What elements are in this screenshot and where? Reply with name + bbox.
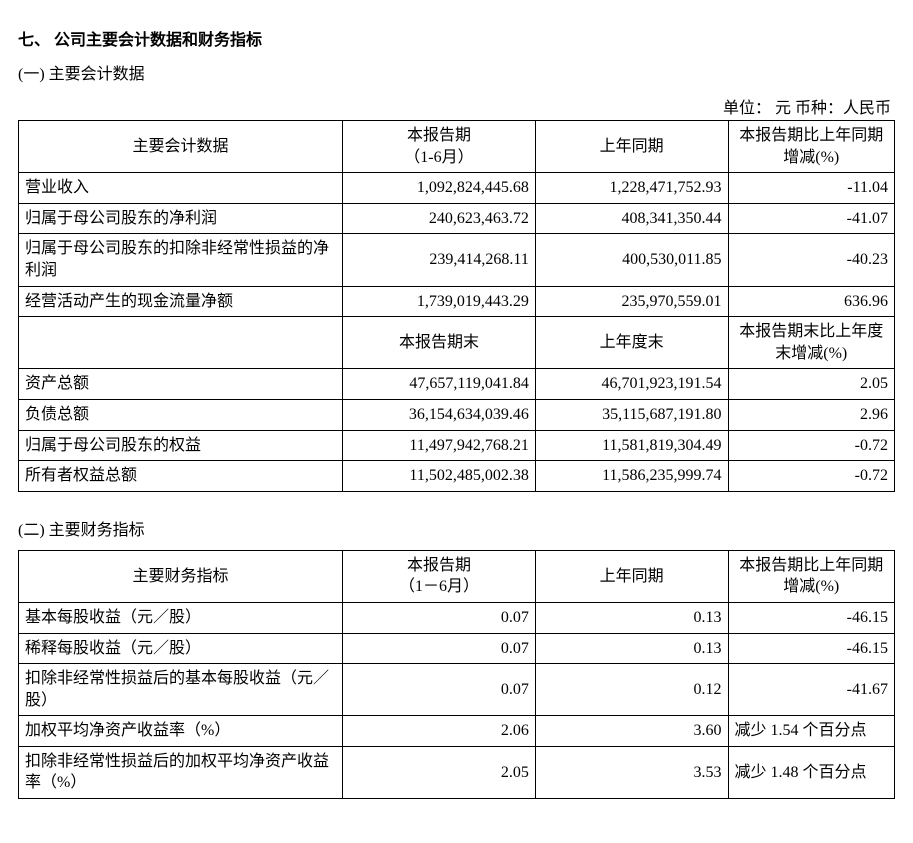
value-change: -0.72 (728, 430, 894, 461)
table-row: 营业收入1,092,824,445.681,228,471,752.93-11.… (19, 173, 895, 204)
value-current: 0.07 (343, 664, 536, 716)
row-label: 基本每股收益（元／股） (19, 602, 343, 633)
value-prior: 11,581,819,304.49 (535, 430, 728, 461)
value-change: -40.23 (728, 234, 894, 286)
unit-currency-line: 单位： 元 币种：人民币 (18, 94, 891, 118)
row-label: 扣除非经常性损益后的加权平均净资产收益率（%） (19, 746, 343, 798)
table-row: 归属于母公司股东的扣除非经常性损益的净利润239,414,268.11400,5… (19, 234, 895, 286)
value-current: 1,092,824,445.68 (343, 173, 536, 204)
column-header: 上年度末 (535, 317, 728, 369)
accounting-data-table: 主要会计数据本报告期（1-6月）上年同期本报告期比上年同期增减(%)营业收入1,… (18, 120, 895, 492)
column-header: 本报告期末 (343, 317, 536, 369)
table-row: 扣除非经常性损益后的加权平均净资产收益率（%）2.053.53减少 1.48 个… (19, 746, 895, 798)
row-label: 归属于母公司股东的净利润 (19, 203, 343, 234)
subsection-2-heading: (二) 主要财务指标 (18, 516, 895, 540)
row-label: 负债总额 (19, 399, 343, 430)
table-row: 稀释每股收益（元／股）0.070.13-46.15 (19, 633, 895, 664)
table-row: 负债总额36,154,634,039.4635,115,687,191.802.… (19, 399, 895, 430)
value-current: 1,739,019,443.29 (343, 286, 536, 317)
value-change: -41.67 (728, 664, 894, 716)
value-prior: 0.13 (535, 633, 728, 664)
column-header: 主要会计数据 (19, 121, 343, 173)
column-header: 本报告期比上年同期增减(%) (728, 121, 894, 173)
value-current: 2.05 (343, 746, 536, 798)
subsection-1-heading: (一) 主要会计数据 (18, 60, 895, 84)
value-current: 239,414,268.11 (343, 234, 536, 286)
column-header: 上年同期 (535, 121, 728, 173)
value-prior: 0.12 (535, 664, 728, 716)
value-prior: 3.60 (535, 716, 728, 747)
value-change: 636.96 (728, 286, 894, 317)
value-change: -41.07 (728, 203, 894, 234)
value-change: 2.05 (728, 369, 894, 400)
value-change: -11.04 (728, 173, 894, 204)
value-current: 0.07 (343, 633, 536, 664)
table-row: 扣除非经常性损益后的基本每股收益（元／股）0.070.12-41.67 (19, 664, 895, 716)
row-label: 稀释每股收益（元／股） (19, 633, 343, 664)
value-change: -0.72 (728, 461, 894, 492)
value-prior: 235,970,559.01 (535, 286, 728, 317)
column-header: 上年同期 (535, 550, 728, 602)
table-row: 归属于母公司股东的权益11,497,942,768.2111,581,819,3… (19, 430, 895, 461)
value-prior: 3.53 (535, 746, 728, 798)
value-current: 0.07 (343, 602, 536, 633)
section-heading: 七、 公司主要会计数据和财务指标 (18, 26, 895, 50)
value-change: -46.15 (728, 633, 894, 664)
table-row: 基本每股收益（元／股）0.070.13-46.15 (19, 602, 895, 633)
value-current: 2.06 (343, 716, 536, 747)
value-current: 11,502,485,002.38 (343, 461, 536, 492)
value-prior: 11,586,235,999.74 (535, 461, 728, 492)
column-header: 本报告期比上年同期增减(%) (728, 550, 894, 602)
column-header: 本报告期末比上年度末增减(%) (728, 317, 894, 369)
value-prior: 35,115,687,191.80 (535, 399, 728, 430)
table-row: 归属于母公司股东的净利润240,623,463.72408,341,350.44… (19, 203, 895, 234)
row-label: 所有者权益总额 (19, 461, 343, 492)
value-current: 240,623,463.72 (343, 203, 536, 234)
row-label: 资产总额 (19, 369, 343, 400)
row-label: 归属于母公司股东的权益 (19, 430, 343, 461)
row-label: 归属于母公司股东的扣除非经常性损益的净利润 (19, 234, 343, 286)
value-prior: 0.13 (535, 602, 728, 633)
table-row: 加权平均净资产收益率（%）2.063.60减少 1.54 个百分点 (19, 716, 895, 747)
value-change: 减少 1.48 个百分点 (728, 746, 894, 798)
column-header: 本报告期（1－6月） (343, 550, 536, 602)
column-header: 本报告期（1-6月） (343, 121, 536, 173)
table-row: 资产总额47,657,119,041.8446,701,923,191.542.… (19, 369, 895, 400)
row-label: 加权平均净资产收益率（%） (19, 716, 343, 747)
table-header-row: 本报告期末上年度末本报告期末比上年度末增减(%) (19, 317, 895, 369)
row-label: 经营活动产生的现金流量净额 (19, 286, 343, 317)
value-current: 36,154,634,039.46 (343, 399, 536, 430)
value-current: 47,657,119,041.84 (343, 369, 536, 400)
row-label: 扣除非经常性损益后的基本每股收益（元／股） (19, 664, 343, 716)
table-row: 经营活动产生的现金流量净额1,739,019,443.29235,970,559… (19, 286, 895, 317)
value-prior: 46,701,923,191.54 (535, 369, 728, 400)
table-row: 所有者权益总额11,502,485,002.3811,586,235,999.7… (19, 461, 895, 492)
financial-indicators-table: 主要财务指标本报告期（1－6月）上年同期本报告期比上年同期增减(%)基本每股收益… (18, 550, 895, 799)
value-current: 11,497,942,768.21 (343, 430, 536, 461)
value-change: 减少 1.54 个百分点 (728, 716, 894, 747)
table-header-row: 主要财务指标本报告期（1－6月）上年同期本报告期比上年同期增减(%) (19, 550, 895, 602)
table-header-row: 主要会计数据本报告期（1-6月）上年同期本报告期比上年同期增减(%) (19, 121, 895, 173)
value-prior: 1,228,471,752.93 (535, 173, 728, 204)
value-prior: 400,530,011.85 (535, 234, 728, 286)
empty-header (19, 317, 343, 369)
value-prior: 408,341,350.44 (535, 203, 728, 234)
value-change: -46.15 (728, 602, 894, 633)
value-change: 2.96 (728, 399, 894, 430)
row-label: 营业收入 (19, 173, 343, 204)
column-header: 主要财务指标 (19, 550, 343, 602)
